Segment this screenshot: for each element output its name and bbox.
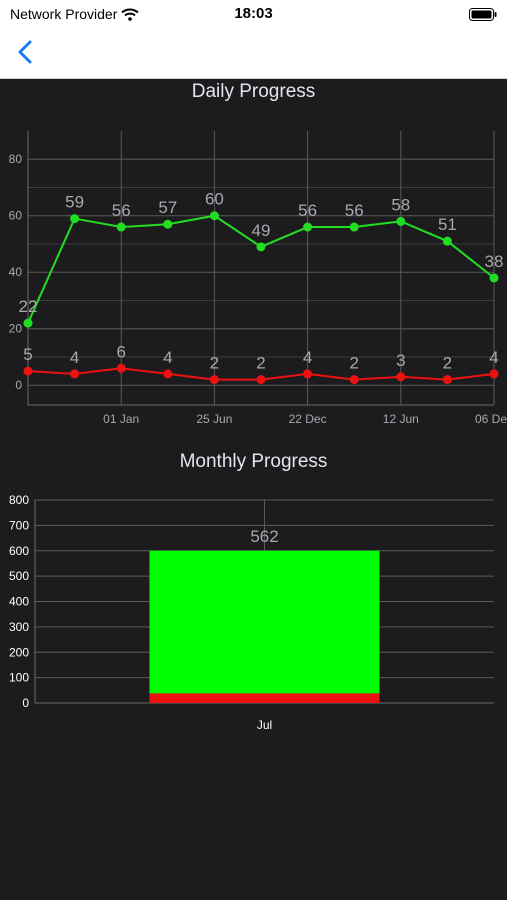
x-tick-label: 22 Dec	[289, 412, 327, 426]
daily-grid: 0 20 40 60 80 01 Jan 25 Jun 22 Dec 12 Jun 06 Dec	[9, 131, 507, 426]
daily-chart-title: Daily Progress	[191, 81, 316, 102]
y-tick-label: 500	[9, 569, 29, 583]
carrier-label: Network Provider	[10, 6, 118, 22]
data-point	[396, 372, 406, 382]
y-tick-label: 0	[22, 696, 29, 710]
monthly-progress-chart: 010020030040050060070080038562Jul	[9, 493, 494, 732]
y-tick-label: 200	[9, 645, 29, 659]
data-label: 56	[298, 201, 317, 220]
data-label: 56	[345, 201, 364, 220]
data-label: 59	[65, 193, 84, 212]
y-tick-label: 700	[9, 518, 29, 532]
y-tick-label: 800	[9, 493, 29, 507]
data-label: 38	[485, 252, 504, 271]
daily-progress-chart: 0 20 40 60 80 01 Jan 25 Jun 22 Dec 12 Jun 06 Dec 2…	[9, 131, 507, 426]
data-label: 2	[256, 354, 265, 373]
data-label: 4	[303, 348, 312, 367]
bar-segment	[149, 550, 380, 694]
data-point	[23, 366, 33, 376]
data-label: 51	[438, 215, 457, 234]
data-point	[116, 222, 126, 232]
data-label: 4	[163, 348, 172, 367]
y-tick-label: 80	[9, 152, 23, 166]
data-point	[303, 222, 313, 232]
data-point	[489, 369, 499, 379]
data-point	[396, 216, 406, 226]
y-tick-label: 600	[9, 544, 29, 558]
data-point	[70, 214, 80, 224]
data-label: 6	[116, 342, 125, 361]
y-tick-label: 60	[9, 209, 23, 223]
x-tick-label: 06 Dec	[475, 412, 507, 426]
data-label: 58	[391, 195, 410, 214]
data-label: 2	[210, 354, 219, 373]
data-point	[256, 375, 266, 385]
data-point	[70, 369, 80, 379]
data-label: 60	[205, 190, 224, 209]
y-tick-label: 0	[15, 378, 22, 392]
y-tick-label: 400	[9, 595, 29, 609]
monthly-grid: 0 100 200 300 400 500 600 700 800	[9, 493, 494, 710]
chevron-left-icon	[18, 40, 32, 64]
y-tick-label: 40	[9, 265, 23, 279]
data-point	[163, 219, 173, 229]
clock: 18:03	[234, 5, 273, 22]
data-label: 4	[70, 348, 79, 367]
content: Daily Progress 0 20 40 60 80 01 Jan 25 Jun 22 D…	[0, 79, 507, 900]
data-point	[442, 236, 452, 246]
bar-segment	[149, 693, 380, 703]
x-tick-label: Jul	[257, 718, 272, 732]
data-point	[209, 211, 219, 221]
battery-icon	[469, 8, 497, 26]
data-label: 5	[23, 345, 32, 364]
data-label: 49	[252, 221, 271, 240]
x-tick-label: 01 Jan	[103, 412, 139, 426]
monthly-chart-title: Monthly Progress	[179, 451, 328, 472]
data-point	[349, 375, 359, 385]
data-point	[303, 369, 313, 379]
y-tick-label: 100	[9, 671, 29, 685]
back-button[interactable]	[12, 38, 42, 68]
data-point	[489, 273, 499, 283]
y-tick-label: 20	[9, 322, 23, 336]
data-label: 56	[112, 201, 131, 220]
status-bar: Network Provider 18:03	[0, 0, 507, 30]
data-label: 2	[349, 354, 358, 373]
x-tick-label: 25 Jun	[196, 412, 232, 426]
x-tick-label: 12 Jun	[383, 412, 419, 426]
data-label: 4	[489, 348, 498, 367]
y-tick-label: 300	[9, 620, 29, 634]
data-label: 3	[396, 351, 405, 370]
data-label: 562	[250, 527, 278, 546]
data-point	[209, 375, 219, 385]
wifi-icon	[121, 8, 140, 21]
status-left: Network Provider	[10, 6, 140, 22]
data-point	[163, 369, 173, 379]
data-point	[116, 363, 126, 373]
data-label: 2	[443, 354, 452, 373]
data-point	[442, 375, 452, 385]
data-point	[349, 222, 359, 232]
data-point	[23, 318, 33, 328]
data-label: 57	[158, 198, 177, 217]
data-point	[256, 242, 266, 252]
navigation-bar	[0, 30, 507, 79]
data-label: 22	[19, 297, 38, 316]
